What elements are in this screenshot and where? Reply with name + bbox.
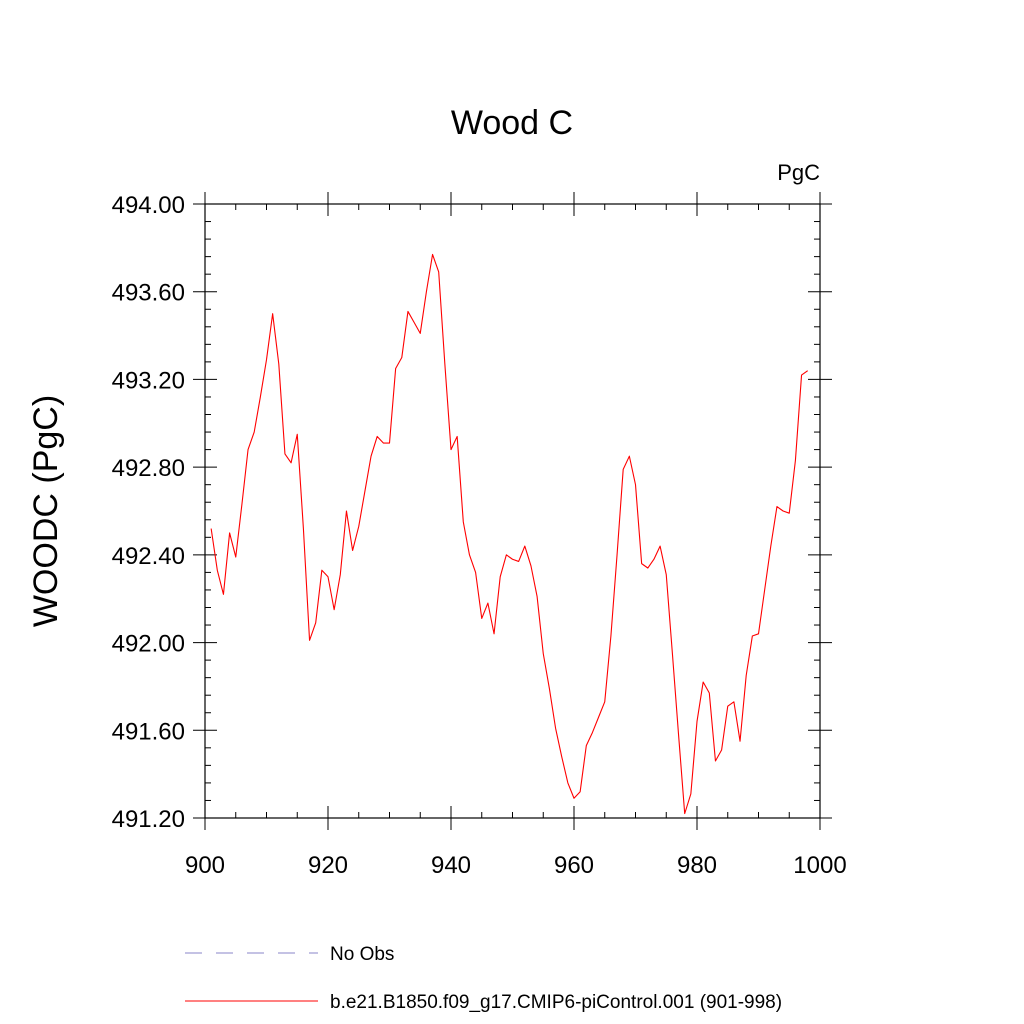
x-tick-label: 900 — [185, 852, 225, 879]
y-tick-label: 492.80 — [112, 455, 185, 482]
y-tick-label: 493.20 — [112, 367, 185, 394]
plot-frame — [204, 203, 821, 819]
y-tick-label: 493.60 — [112, 280, 185, 307]
x-tick-label: 960 — [554, 852, 594, 879]
x-axis-tick-labels: 900 920 940 960 980 1000 — [185, 852, 847, 879]
chart-title: Wood C — [451, 104, 573, 142]
legend-label-control-run: b.e21.B1850.f09_g17.CMIP6-piControl.001 … — [330, 992, 782, 1013]
x-tick-label: 1000 — [793, 852, 846, 879]
y-tick-label: 492.00 — [112, 631, 185, 658]
x-tick-label: 940 — [431, 852, 471, 879]
y-tick-label: 494.00 — [112, 192, 185, 219]
units-label: PgC — [777, 160, 820, 185]
y-axis-ticks — [193, 203, 832, 819]
y-axis-label: WOODC (PgC) — [27, 395, 65, 627]
y-axis-tick-labels: 491.20 491.60 492.00 492.40 492.80 493.20 493.… — [112, 192, 185, 833]
y-tick-label: 492.40 — [112, 543, 185, 570]
x-axis-ticks — [204, 192, 821, 830]
series-layer — [210, 253, 809, 815]
x-tick-label: 980 — [677, 852, 717, 879]
y-tick-label: 491.60 — [112, 718, 185, 745]
x-tick-label: 920 — [308, 852, 348, 879]
legend: No Obs b.e21.B1850.f09_g17.CMIP6-piContr… — [185, 944, 782, 1013]
y-tick-label: 491.20 — [112, 806, 185, 833]
legend-label-no-obs: No Obs — [330, 944, 394, 965]
series-line — [210, 253, 809, 815]
